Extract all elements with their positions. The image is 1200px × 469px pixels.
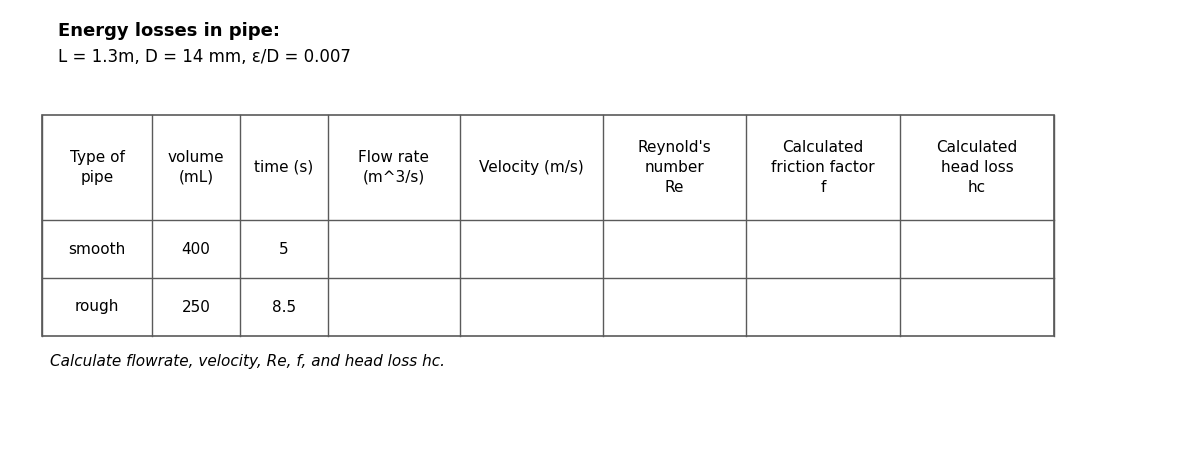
- Text: Energy losses in pipe:: Energy losses in pipe:: [58, 22, 280, 40]
- Text: Reynold's
number
Re: Reynold's number Re: [637, 140, 712, 195]
- Text: Calculate flowrate, velocity, Re, f, and head loss hc.: Calculate flowrate, velocity, Re, f, and…: [50, 354, 445, 369]
- Bar: [42, 115, 1054, 336]
- Text: Type of
pipe: Type of pipe: [70, 150, 125, 185]
- Text: time (s): time (s): [254, 160, 313, 175]
- Text: 8.5: 8.5: [272, 300, 296, 315]
- Text: 250: 250: [181, 300, 210, 315]
- Text: Calculated
friction factor
f: Calculated friction factor f: [772, 140, 875, 195]
- Text: smooth: smooth: [68, 242, 126, 257]
- Text: 400: 400: [181, 242, 210, 257]
- Text: Flow rate
(m^3/s): Flow rate (m^3/s): [359, 150, 430, 185]
- Text: rough: rough: [74, 300, 119, 315]
- Text: Velocity (m/s): Velocity (m/s): [479, 160, 584, 175]
- Text: L = 1.3m, D = 14 mm, ε/D = 0.007: L = 1.3m, D = 14 mm, ε/D = 0.007: [58, 48, 350, 66]
- Text: Calculated
head loss
hc: Calculated head loss hc: [936, 140, 1018, 195]
- Text: volume
(mL): volume (mL): [168, 150, 224, 185]
- Text: 5: 5: [280, 242, 289, 257]
